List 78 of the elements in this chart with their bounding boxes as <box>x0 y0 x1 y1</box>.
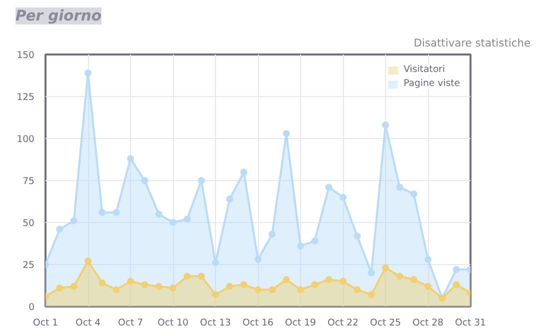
point <box>240 281 248 288</box>
x-tick-label: Oct 28 <box>412 318 444 328</box>
point <box>56 284 64 292</box>
point <box>240 168 248 176</box>
point <box>98 279 106 286</box>
point <box>184 216 191 223</box>
point <box>396 184 404 191</box>
point <box>410 190 418 198</box>
point <box>198 272 205 280</box>
x-tick-label: Oct 25 <box>370 318 402 328</box>
point <box>452 266 460 274</box>
point <box>396 272 404 280</box>
y-tick-label: 100 <box>16 134 35 145</box>
x-tick-label: Oct 13 <box>200 318 232 328</box>
point <box>112 208 120 216</box>
point <box>282 276 290 284</box>
legend-label: Visitatori <box>404 64 445 75</box>
point <box>382 122 389 129</box>
x-tick-label: Oct 31 <box>455 318 486 328</box>
y-tick-label: 25 <box>22 260 35 271</box>
point <box>184 272 191 280</box>
point <box>354 286 361 294</box>
point <box>212 291 219 298</box>
point <box>368 291 375 298</box>
point <box>141 177 148 184</box>
point <box>424 282 432 290</box>
point <box>56 226 64 233</box>
x-tick-label: Oct 22 <box>328 318 358 328</box>
text: Disattivare statistiche <box>414 36 531 50</box>
y-tick-label: 75 <box>22 176 35 187</box>
x-tick-label: Oct 7 <box>118 318 144 328</box>
point <box>382 264 389 272</box>
point <box>311 281 318 288</box>
point <box>198 177 205 184</box>
point <box>254 256 262 263</box>
chart-title: Per giorno <box>16 8 102 24</box>
point <box>170 219 176 226</box>
x-tick-label: Oct 19 <box>285 318 316 328</box>
point <box>452 281 460 288</box>
point <box>84 69 92 76</box>
point <box>297 286 304 294</box>
point <box>127 155 134 162</box>
point <box>112 286 120 294</box>
point <box>340 278 346 285</box>
x-tick-label: Oct 16 <box>242 318 274 328</box>
point <box>282 130 290 137</box>
point <box>268 286 276 294</box>
point <box>170 284 176 292</box>
legend-label: Pagine viste <box>404 78 460 89</box>
point <box>368 269 375 276</box>
point <box>127 278 134 285</box>
y-tick-label: 150 <box>16 50 35 61</box>
point <box>98 208 106 216</box>
y-tick-label: 125 <box>16 92 35 103</box>
point <box>226 195 234 202</box>
point <box>424 256 432 263</box>
point <box>325 184 332 191</box>
y-tick-label: 0 <box>28 302 35 313</box>
point <box>297 242 304 250</box>
x-tick-label: Oct 10 <box>158 318 189 328</box>
point <box>70 217 78 224</box>
point <box>268 230 276 238</box>
point <box>84 258 92 265</box>
point <box>354 232 361 240</box>
point <box>155 210 162 218</box>
point <box>141 281 148 288</box>
point <box>311 237 318 244</box>
point <box>70 282 78 290</box>
point <box>254 286 262 294</box>
point <box>325 276 332 284</box>
point <box>340 194 346 201</box>
point <box>155 282 162 290</box>
x-tick-label: Oct 4 <box>75 318 101 328</box>
point <box>212 259 219 266</box>
point <box>226 282 234 290</box>
x-tick-label: Oct 1 <box>32 318 58 328</box>
point <box>410 276 418 284</box>
y-tick-label: 50 <box>22 218 35 229</box>
